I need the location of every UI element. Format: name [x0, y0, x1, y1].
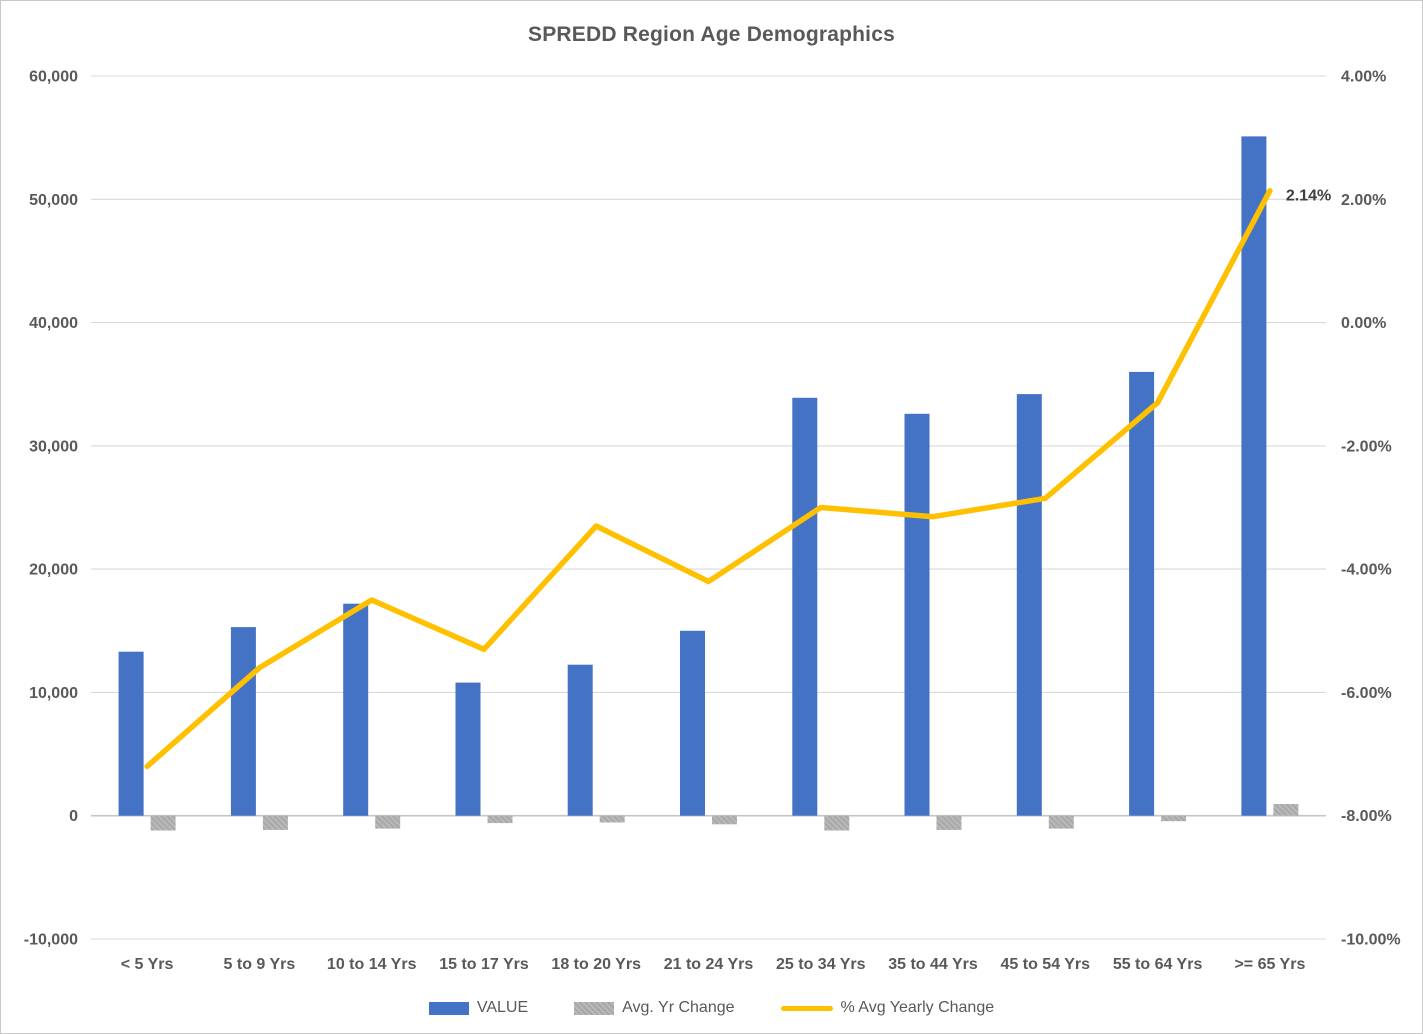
line-data-label: 2.14% [1286, 188, 1331, 205]
bar-avg-yr-change [1161, 815, 1187, 822]
x-axis-category-label: 45 to 54 Yrs [1001, 956, 1091, 973]
legend-item-value: VALUE [428, 999, 529, 1017]
legend-label: VALUE [476, 999, 529, 1016]
bar-value [455, 682, 481, 816]
left-axis-tick: 10,000 [29, 685, 78, 702]
bar-avg-yr-change [599, 815, 625, 823]
right-axis-tick: -10.00% [1341, 932, 1401, 949]
x-axis-category-label: >= 65 Yrs [1234, 956, 1305, 973]
chart-plot-area: 60,000 50,000 40,000 30,000 20,000 10,000 0 -10… [24, 69, 1401, 974]
x-axis-category-label: 35 to 44 Yrs [888, 956, 978, 973]
left-axis-tick: 20,000 [29, 562, 78, 579]
bar-avg-yr-change [150, 815, 176, 831]
chart-legend: VALUE Avg. Yr Change % Avg Yearly Change [1, 999, 1422, 1017]
x-axis-category-label: 25 to 34 Yrs [776, 956, 866, 973]
x-axis-category-label: 15 to 17 Yrs [439, 956, 529, 973]
right-axis-tick: 2.00% [1341, 192, 1386, 209]
bar-avg-yr-change [1048, 815, 1074, 829]
legend-swatch-bar [574, 1001, 615, 1015]
bar-avg-yr-change [262, 815, 288, 830]
right-axis-tick: -2.00% [1341, 438, 1392, 455]
legend-label: % Avg Yearly Change [840, 999, 995, 1016]
left-axis-tick: 30,000 [29, 438, 78, 455]
bar-value [343, 603, 369, 816]
bar-value [904, 413, 930, 816]
bar-avg-yr-change [487, 815, 513, 824]
legend-label: Avg. Yr Change [622, 999, 735, 1016]
x-axis-category-label: 55 to 64 Yrs [1113, 956, 1203, 973]
left-axis-tick: 0 [69, 808, 78, 825]
bar-value [792, 397, 818, 816]
chart-title: SPREDD Region Age Demographics [528, 23, 895, 46]
bar-value [1129, 371, 1155, 816]
right-axis-tick: 0.00% [1341, 315, 1386, 332]
bar-value [567, 664, 593, 816]
bar-avg-yr-change [936, 815, 962, 830]
left-axis-tick: 40,000 [29, 315, 78, 332]
bar-value [1016, 394, 1042, 816]
bar-avg-yr-change [712, 815, 737, 825]
bar-value [118, 651, 144, 816]
legend-swatch-bar [428, 1001, 469, 1015]
right-axis-tick: -4.00% [1341, 562, 1392, 579]
left-axis-tick: 60,000 [29, 69, 78, 86]
x-axis-category-label: 5 to 9 Yrs [224, 956, 296, 973]
left-axis-tick: 50,000 [29, 192, 78, 209]
legend-item--avg-yearly-change: % Avg Yearly Change [780, 999, 995, 1017]
x-axis-category-label: 18 to 20 Yrs [551, 956, 641, 973]
right-axis-tick: 4.00% [1341, 69, 1386, 86]
x-axis-category-label: 21 to 24 Yrs [664, 956, 754, 973]
bar-avg-yr-change [1273, 804, 1299, 816]
x-axis-category-label: 10 to 14 Yrs [327, 956, 417, 973]
bar-value [230, 627, 256, 816]
right-axis-tick: -8.00% [1341, 808, 1392, 825]
bar-value [1241, 136, 1267, 816]
legend-swatch-line [780, 1005, 833, 1011]
line--avg-yearly-change [144, 187, 1273, 770]
legend-item-avg-yr-change: Avg. Yr Change [574, 999, 735, 1017]
bar-value [680, 630, 705, 816]
right-axis-tick: -6.00% [1341, 685, 1392, 702]
x-axis-category-label: < 5 Yrs [121, 956, 174, 973]
left-axis-tick: -10,000 [24, 932, 78, 949]
bar-avg-yr-change [824, 815, 850, 831]
bar-avg-yr-change [375, 815, 401, 829]
